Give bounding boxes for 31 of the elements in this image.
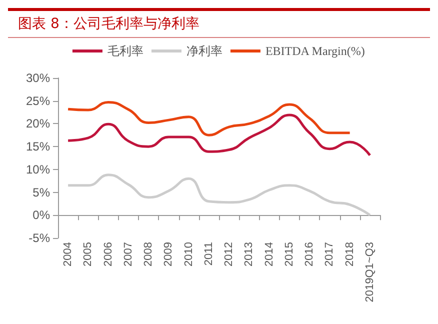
x-tick-label: 2015 (283, 242, 296, 266)
legend-label: 净利率 (186, 44, 222, 58)
y-tick-label: 20% (26, 116, 50, 131)
y-tick-label: 25% (26, 94, 50, 108)
y-tick-label: -5% (28, 231, 50, 245)
y-tick-label: 10% (26, 162, 50, 176)
legend-label: 毛利率 (107, 44, 144, 58)
line-series (66, 114, 372, 157)
y-tick-label: 5% (32, 185, 50, 200)
x-tick-label: 2018 (344, 242, 356, 266)
y-tick-label: 0% (32, 208, 50, 222)
x-tick-label: 2009 (162, 242, 175, 266)
x-tick-label: 2013 (243, 242, 256, 266)
line-series (66, 100, 352, 136)
x-tick-label: 2014 (263, 242, 276, 266)
line-series (66, 174, 372, 216)
x-tick-label: 2017 (324, 242, 336, 266)
x-tick-label: 2007 (122, 242, 134, 266)
legend-label: EBITDA Margin(%) (265, 44, 365, 58)
x-tick-label: 2004 (62, 242, 74, 266)
x-tick-label: 2006 (102, 242, 114, 266)
x-tick-label: 2019Q1~Q3 (364, 242, 376, 302)
x-tick-label: 2016 (304, 242, 316, 266)
x-tick-label: 2011 (202, 242, 215, 266)
x-tick-label: 2008 (142, 242, 155, 266)
y-tick-label: 30% (26, 71, 50, 85)
x-tick-label: 2005 (82, 242, 94, 266)
x-tick-label: 2012 (223, 242, 236, 266)
x-tick-label: 2010 (182, 242, 195, 266)
chart-title: 图表 8：公司毛利率与净利率 (8, 8, 430, 38)
y-tick-label: 15% (26, 140, 50, 154)
